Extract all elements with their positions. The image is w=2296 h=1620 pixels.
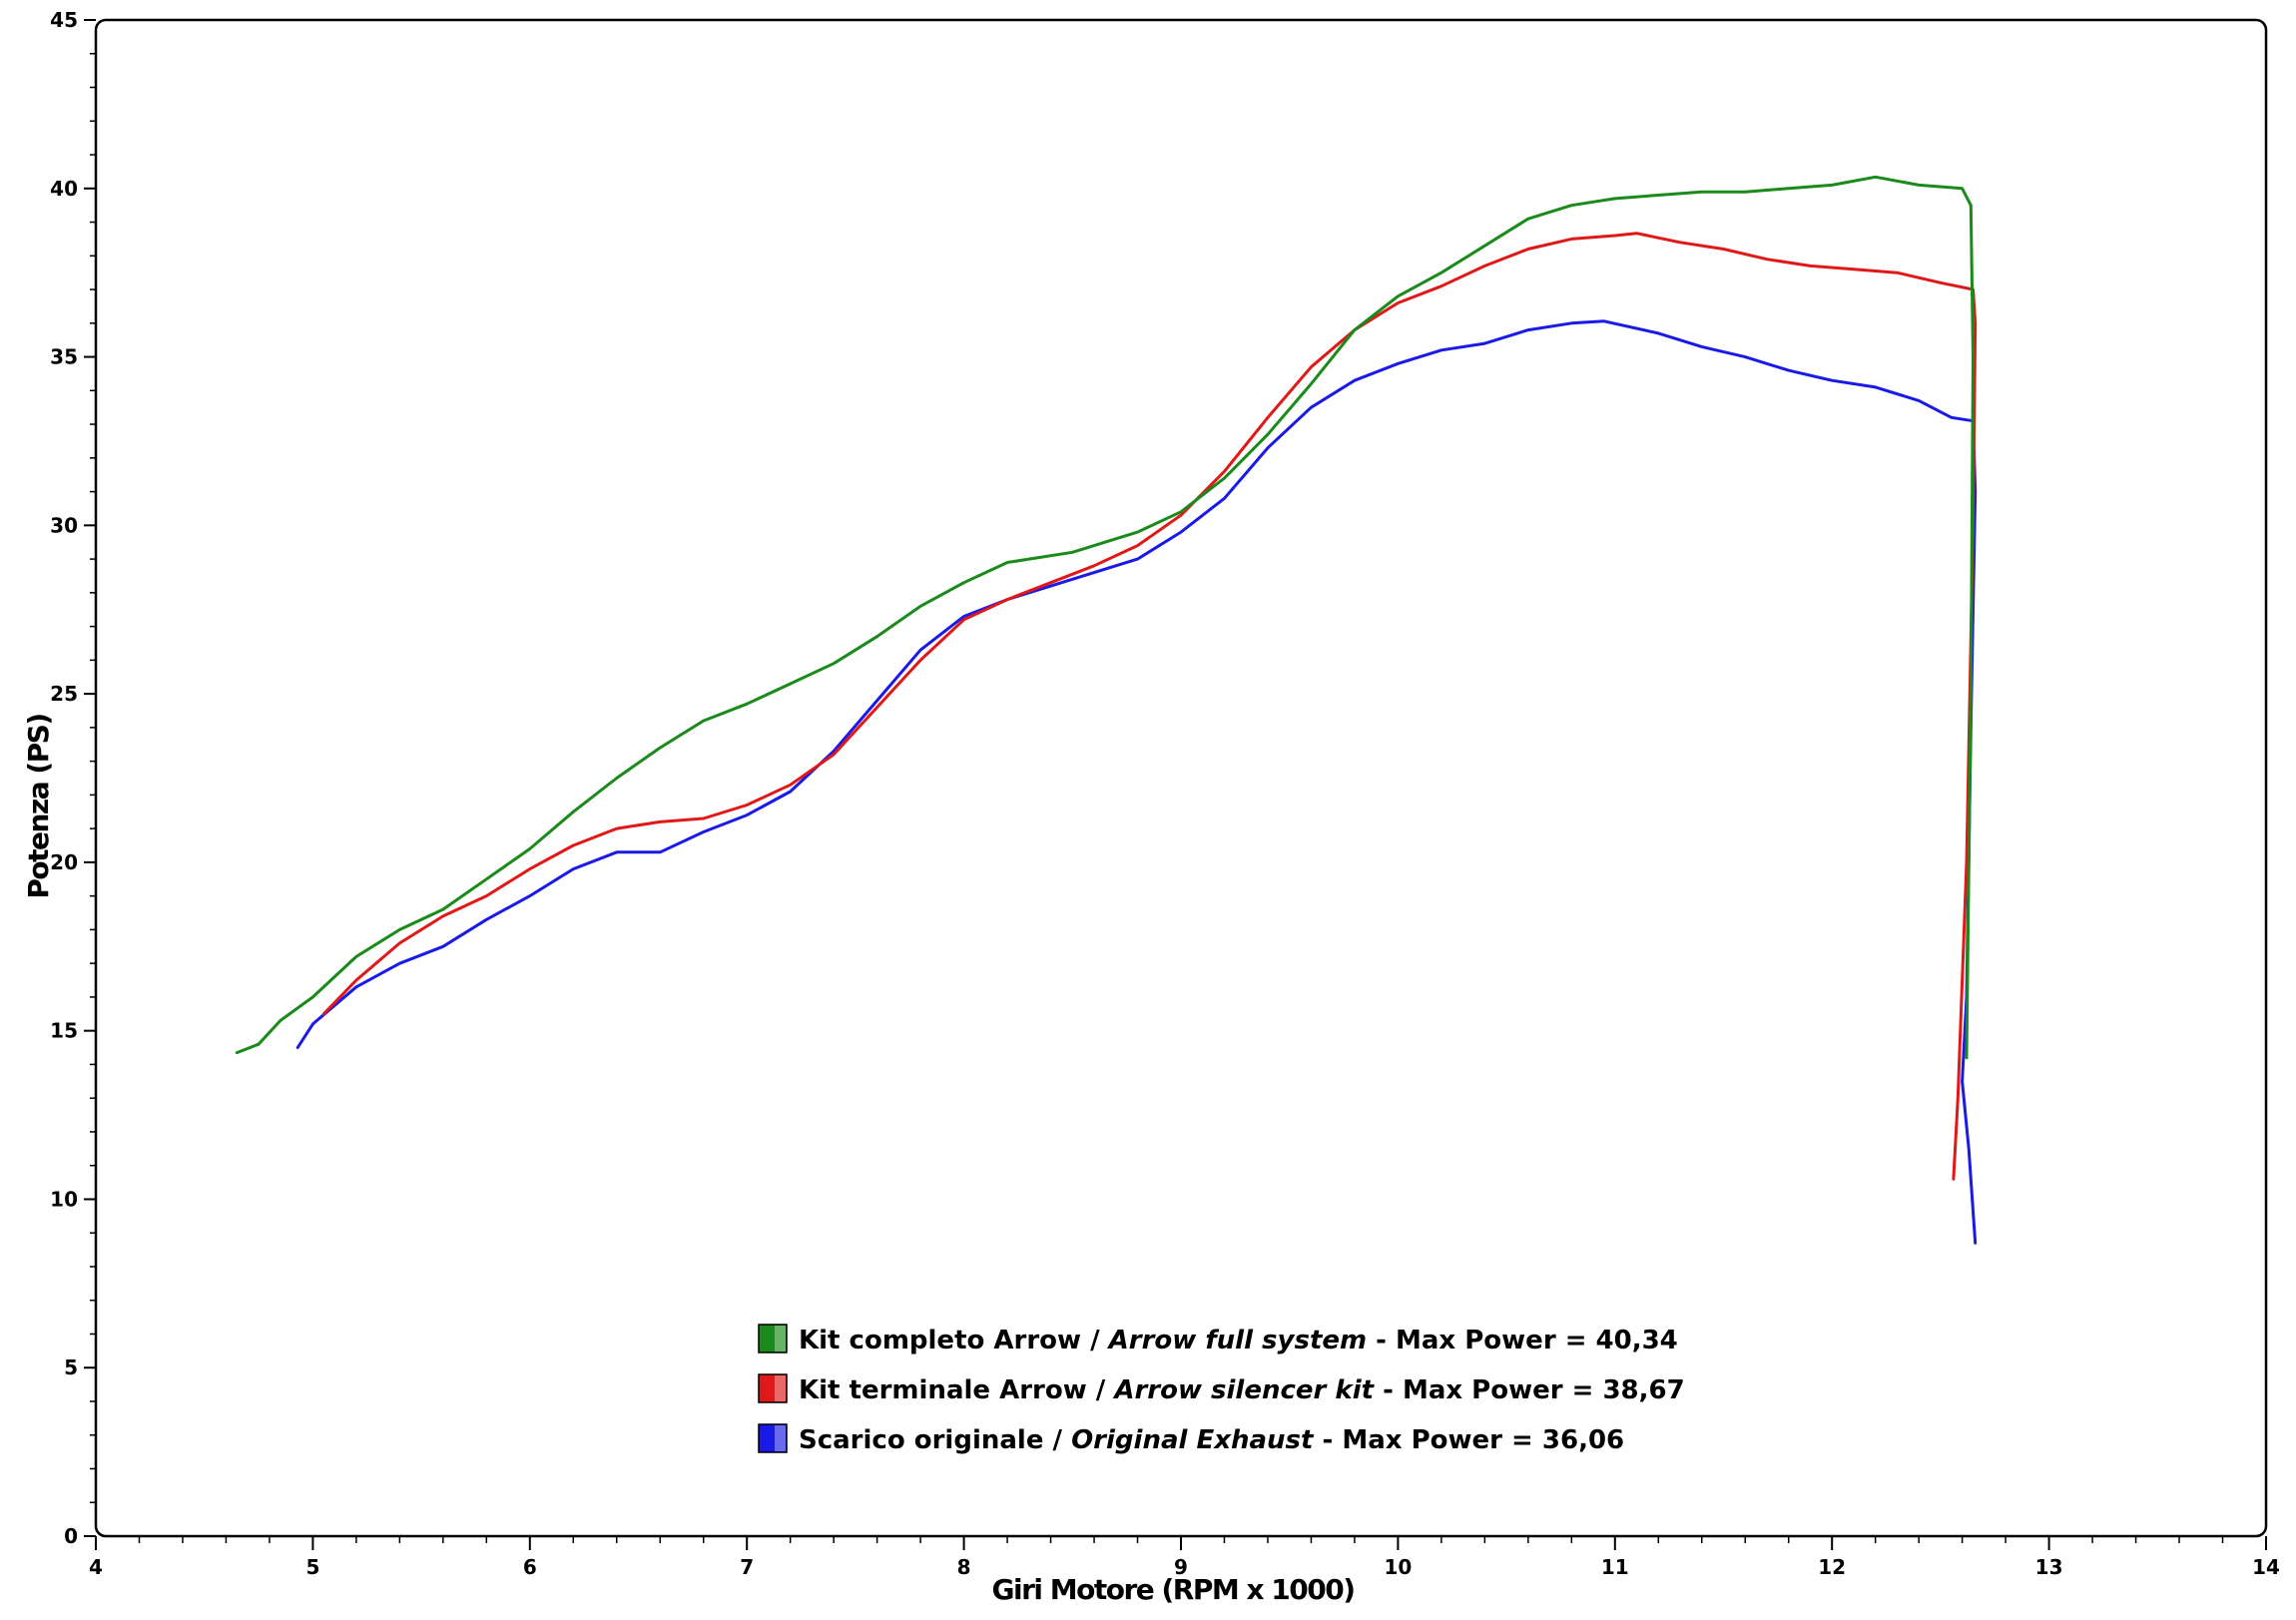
x-tick-label: 11 [1601, 1555, 1629, 1579]
legend-label: Kit terminale Arrow / Arrow silencer kit… [799, 1375, 1685, 1405]
legend: Kit completo Arrow / Arrow full system -… [758, 1324, 1685, 1455]
y-axis-title: Potenza (PS) [22, 714, 55, 898]
legend-item: Kit completo Arrow / Arrow full system -… [758, 1324, 1678, 1355]
y-tick-label: 25 [50, 682, 78, 706]
x-tick-label: 13 [2035, 1555, 2063, 1579]
y-tick-label: 0 [64, 1524, 78, 1548]
series-lines [235, 175, 1978, 1245]
y-tick-label: 15 [50, 1019, 78, 1043]
legend-max-power: - Max Power = 36,06 [1313, 1425, 1624, 1455]
legend-swatch-highlight [775, 1425, 786, 1451]
legend-swatch-highlight [775, 1326, 786, 1351]
plot-area-frame [94, 18, 2268, 1538]
legend-max-power: - Max Power = 40,34 [1367, 1326, 1678, 1355]
legend-item: Kit terminale Arrow / Arrow silencer kit… [758, 1373, 1685, 1405]
legend-item: Scarico originale / Original Exhaust - M… [758, 1423, 1624, 1455]
x-tick-label: 10 [1384, 1555, 1412, 1579]
plot-border [94, 18, 2268, 1538]
legend-name: Kit completo Arrow / [799, 1326, 1109, 1355]
legend-label: Scarico originale / Original Exhaust - M… [799, 1425, 1624, 1455]
x-tick-label: 4 [89, 1555, 103, 1579]
series-line-1 [235, 175, 1975, 1060]
x-tick-label: 6 [523, 1555, 537, 1579]
series-line-2 [321, 232, 1978, 1181]
legend-name-en: Original Exhaust [1071, 1425, 1315, 1455]
legend-name-en: Arrow silencer kit [1112, 1375, 1375, 1405]
y-tick-label: 30 [50, 513, 78, 537]
legend-name: Kit terminale Arrow / [799, 1375, 1114, 1405]
x-tick-label: 9 [1174, 1555, 1188, 1579]
x-tick-label: 14 [2252, 1555, 2280, 1579]
series-line-3 [295, 319, 1978, 1245]
y-tick-label: 45 [50, 8, 78, 32]
x-axis-ticks: 4 5 6 7 8 9 10 11 12 13 14 [89, 1536, 2280, 1579]
y-axis-ticks: 0 5 10 15 20 25 30 35 40 45 [50, 8, 96, 1548]
legend-swatch-highlight [775, 1375, 786, 1401]
legend-max-power: - Max Power = 38,67 [1374, 1375, 1685, 1405]
x-tick-label: 5 [305, 1555, 319, 1579]
legend-name-en: Arrow full system [1107, 1326, 1367, 1355]
legend-label: Kit completo Arrow / Arrow full system -… [799, 1326, 1678, 1355]
legend-name: Scarico originale / [799, 1425, 1071, 1455]
y-tick-label: 35 [50, 345, 78, 369]
x-axis-title: Giri Motore (RPM x 1000) [991, 1573, 1354, 1606]
x-tick-label: 12 [1818, 1555, 1846, 1579]
y-tick-label: 5 [64, 1355, 78, 1379]
legend-swatch [758, 1324, 788, 1353]
y-tick-label: 40 [50, 177, 78, 201]
x-tick-label: 7 [740, 1555, 754, 1579]
legend-swatch [758, 1373, 788, 1403]
legend-swatch [758, 1423, 788, 1453]
y-tick-label: 10 [50, 1187, 78, 1211]
y-tick-label: 20 [50, 850, 78, 874]
x-tick-label: 8 [957, 1555, 971, 1579]
